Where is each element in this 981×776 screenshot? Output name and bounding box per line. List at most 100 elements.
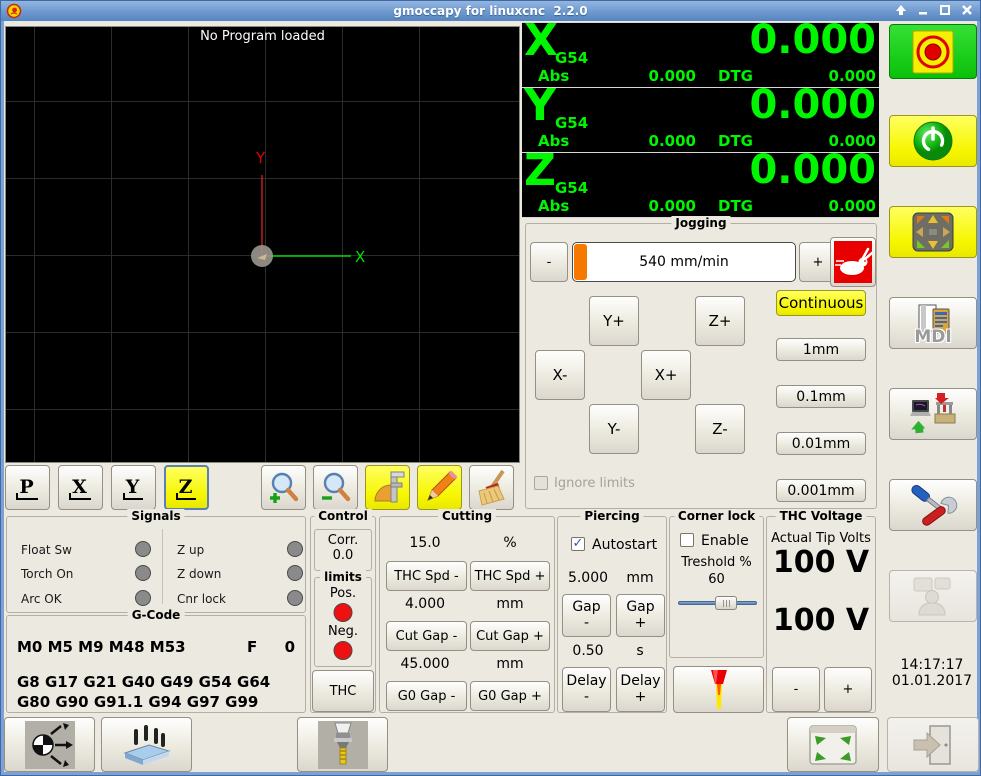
pierce-gap-unit: mm: [626, 570, 654, 586]
estop-button[interactable]: [889, 24, 977, 79]
pierce-delay-minus-line1: Delay: [566, 673, 607, 690]
view-y-label: Y: [122, 476, 144, 500]
pierce-delay-minus-button[interactable]: Delay -: [562, 667, 611, 712]
g0-gap-plus-button[interactable]: G0 Gap +: [470, 681, 550, 711]
view-p-button[interactable]: P: [5, 465, 50, 510]
fullscreen-button[interactable]: [787, 717, 879, 772]
maximize-icon[interactable]: [938, 3, 952, 17]
signal-torch-on-led: [135, 565, 151, 581]
ignore-limits-checkbox[interactable]: [534, 476, 548, 490]
pierce-gap-plus-line2: +: [634, 614, 647, 631]
manual-mode-button[interactable]: [889, 206, 977, 258]
zoom-in-button[interactable]: [261, 465, 306, 510]
auto-mode-button[interactable]: [889, 388, 977, 440]
close-icon[interactable]: [960, 3, 974, 17]
touch-plate-button[interactable]: [101, 717, 192, 772]
limits-frame: limits Pos. Neg.: [314, 570, 372, 667]
thc-speed-minus-button[interactable]: THC Spd -: [386, 561, 467, 591]
minimize-icon[interactable]: [916, 3, 930, 17]
main-content: No Program loaded Y X P X Y Z: [4, 15, 980, 772]
signal-arc-ok-led: [135, 590, 151, 606]
titlebar[interactable]: gmoccapy for linuxcnc 2.2.0: [1, 1, 980, 21]
touch-off-button[interactable]: [4, 717, 95, 772]
signal-z-down-label: Z down: [177, 567, 222, 581]
limits-title: limits: [320, 570, 366, 584]
thc-button[interactable]: THC: [312, 670, 374, 712]
pierce-gap-plus-button[interactable]: Gap +: [616, 594, 665, 637]
torch-button[interactable]: [673, 666, 764, 713]
threshold-slider-handle[interactable]: [715, 596, 738, 610]
pierce-delay-unit: s: [636, 643, 644, 659]
clear-preview-button[interactable]: [469, 465, 514, 510]
signal-float-sw-led: [135, 541, 151, 557]
gcode-title: G-Code: [127, 608, 185, 622]
broom-icon: [477, 469, 505, 506]
view-z-label: Z: [175, 476, 197, 500]
mdi-mode-button[interactable]: MDI: [889, 297, 977, 349]
dro-axis-z[interactable]: Z G54 0.000 Abs 0.000 DTG 0.000: [522, 145, 879, 218]
machine-on-button[interactable]: [889, 115, 977, 167]
pierce-delay-value: 0.50: [572, 643, 604, 659]
pierce-delay-plus-line2: +: [634, 688, 647, 705]
pierce-delay-plus-button[interactable]: Delay +: [616, 667, 665, 712]
view-x-button[interactable]: X: [58, 465, 103, 510]
jog-x-plus-button[interactable]: X+: [641, 350, 691, 400]
pierce-gap-minus-button[interactable]: Gap -: [562, 594, 611, 637]
jog-speed-bar[interactable]: 540 mm/min: [572, 242, 796, 282]
cutting-title: Cutting: [437, 509, 497, 523]
view-z-button[interactable]: Z: [164, 465, 209, 510]
abs-label: Abs: [538, 67, 570, 85]
jog-z-plus-button[interactable]: Z+: [695, 296, 745, 346]
control-frame: Control Corr. 0.0 limits Pos. Neg. THC: [310, 509, 376, 713]
cut-gap-plus-button[interactable]: Cut Gap +: [470, 621, 550, 651]
jog-y-minus-button[interactable]: Y-: [589, 404, 639, 454]
tool-measure-button[interactable]: [297, 717, 388, 772]
shade-window-icon[interactable]: [894, 3, 908, 17]
threshold-slider[interactable]: [678, 596, 757, 610]
mdi-label: MDI: [914, 327, 952, 347]
jog-x-minus-button[interactable]: X-: [535, 350, 585, 400]
zero-origin-icon: [24, 720, 75, 769]
zoom-out-button[interactable]: [313, 465, 358, 510]
corner-lock-enable-checkbox[interactable]: [680, 533, 694, 547]
autostart-checkbox[interactable]: [571, 537, 585, 551]
jog-z-minus-button[interactable]: Z-: [695, 404, 745, 454]
gremlin-preview[interactable]: No Program loaded Y X: [5, 26, 520, 463]
dro-axis-x[interactable]: X G54 0.000 Abs 0.000 DTG 0.000: [522, 15, 879, 88]
jog-mode-continuous-button[interactable]: Continuous: [776, 290, 866, 316]
jog-increment-1mm-button[interactable]: 1mm: [776, 338, 866, 361]
axis-letter: Y: [524, 80, 556, 131]
feed-value: 0: [284, 638, 295, 656]
axis-value: 0.000: [749, 147, 876, 193]
corner-lock-title: Corner lock: [673, 509, 760, 523]
dtg-value: 0.000: [828, 197, 876, 215]
corr-label: Corr.: [327, 533, 359, 548]
thc-voltage-minus-button[interactable]: -: [772, 667, 820, 712]
signal-float-sw-label: Float Sw: [21, 543, 72, 557]
jog-speed-decrease-button[interactable]: -: [530, 242, 568, 282]
jog-increment-0p001mm-button[interactable]: 0.001mm: [776, 479, 866, 502]
settings-button[interactable]: [889, 479, 977, 531]
dro-axis-y[interactable]: Y G54 0.000 Abs 0.000 DTG 0.000: [522, 80, 879, 153]
show-dimensions-button[interactable]: [365, 465, 410, 510]
jog-increment-0p01mm-button[interactable]: 0.01mm: [776, 432, 866, 455]
thc-voltage-plus-button[interactable]: +: [824, 667, 872, 712]
turtle-rabbit-toggle-button[interactable]: [830, 237, 876, 287]
coord-system: G54: [555, 49, 589, 67]
abs-label: Abs: [538, 197, 570, 215]
view-y-button[interactable]: Y: [111, 465, 156, 510]
draw-path-button[interactable]: [417, 465, 462, 510]
axis-letter: X: [524, 15, 558, 66]
corr-value: 0.0: [332, 548, 354, 563]
thc-speed-plus-button[interactable]: THC Spd +: [470, 561, 550, 591]
g0-gap-minus-button[interactable]: G0 Gap -: [386, 681, 467, 711]
jog-increment-0p1mm-button[interactable]: 0.1mm: [776, 385, 866, 408]
dtg-label: DTG: [718, 197, 753, 215]
cut-gap-minus-button[interactable]: Cut Gap -: [386, 621, 467, 651]
user-settings-button[interactable]: [889, 570, 977, 622]
exit-button[interactable]: [887, 717, 979, 772]
actual-tip-volts-label: Actual Tip Volts: [771, 531, 871, 546]
clock-display: 14:17:17 01.01.2017: [884, 657, 980, 689]
jog-y-plus-button[interactable]: Y+: [589, 296, 639, 346]
